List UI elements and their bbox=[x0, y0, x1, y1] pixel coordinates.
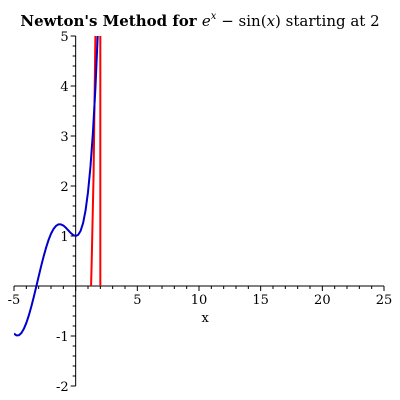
x-tick-label: 5 bbox=[133, 293, 141, 308]
title-suffix: ) starting at 2 bbox=[275, 12, 380, 30]
title-math-x: x bbox=[267, 12, 276, 30]
y-tick-label: -2 bbox=[56, 380, 69, 395]
tick-labels: -5 5 10 15 20 25 -2 -1 1 2 3 4 5 bbox=[8, 30, 393, 395]
ticks bbox=[13, 35, 385, 387]
x-tick-label: -5 bbox=[8, 293, 21, 308]
y-tick-label: 2 bbox=[60, 180, 68, 195]
x-tick-label: 20 bbox=[314, 293, 331, 308]
series-group bbox=[14, 36, 102, 337]
y-tick-label: 4 bbox=[60, 80, 68, 95]
y-tick-label: -1 bbox=[56, 330, 69, 345]
title-minus-sin: − sin( bbox=[216, 12, 266, 30]
axes bbox=[14, 36, 384, 386]
title-math-e: e bbox=[202, 12, 211, 30]
x-tick-label: 15 bbox=[252, 293, 269, 308]
y-tick-label: 5 bbox=[60, 30, 68, 45]
title-math-superscript: x bbox=[211, 11, 217, 22]
function-curve bbox=[14, 36, 99, 337]
x-axis-label: x bbox=[201, 311, 209, 326]
y-tick-label: 3 bbox=[60, 130, 68, 145]
y-tick-label: 1 bbox=[60, 230, 68, 245]
x-tick-label: 25 bbox=[376, 293, 393, 308]
title-prefix: Newton's Method for bbox=[20, 12, 202, 30]
x-tick-label: 10 bbox=[191, 293, 208, 308]
chart-title: Newton's Method for ex − sin(x) starting… bbox=[20, 11, 379, 30]
